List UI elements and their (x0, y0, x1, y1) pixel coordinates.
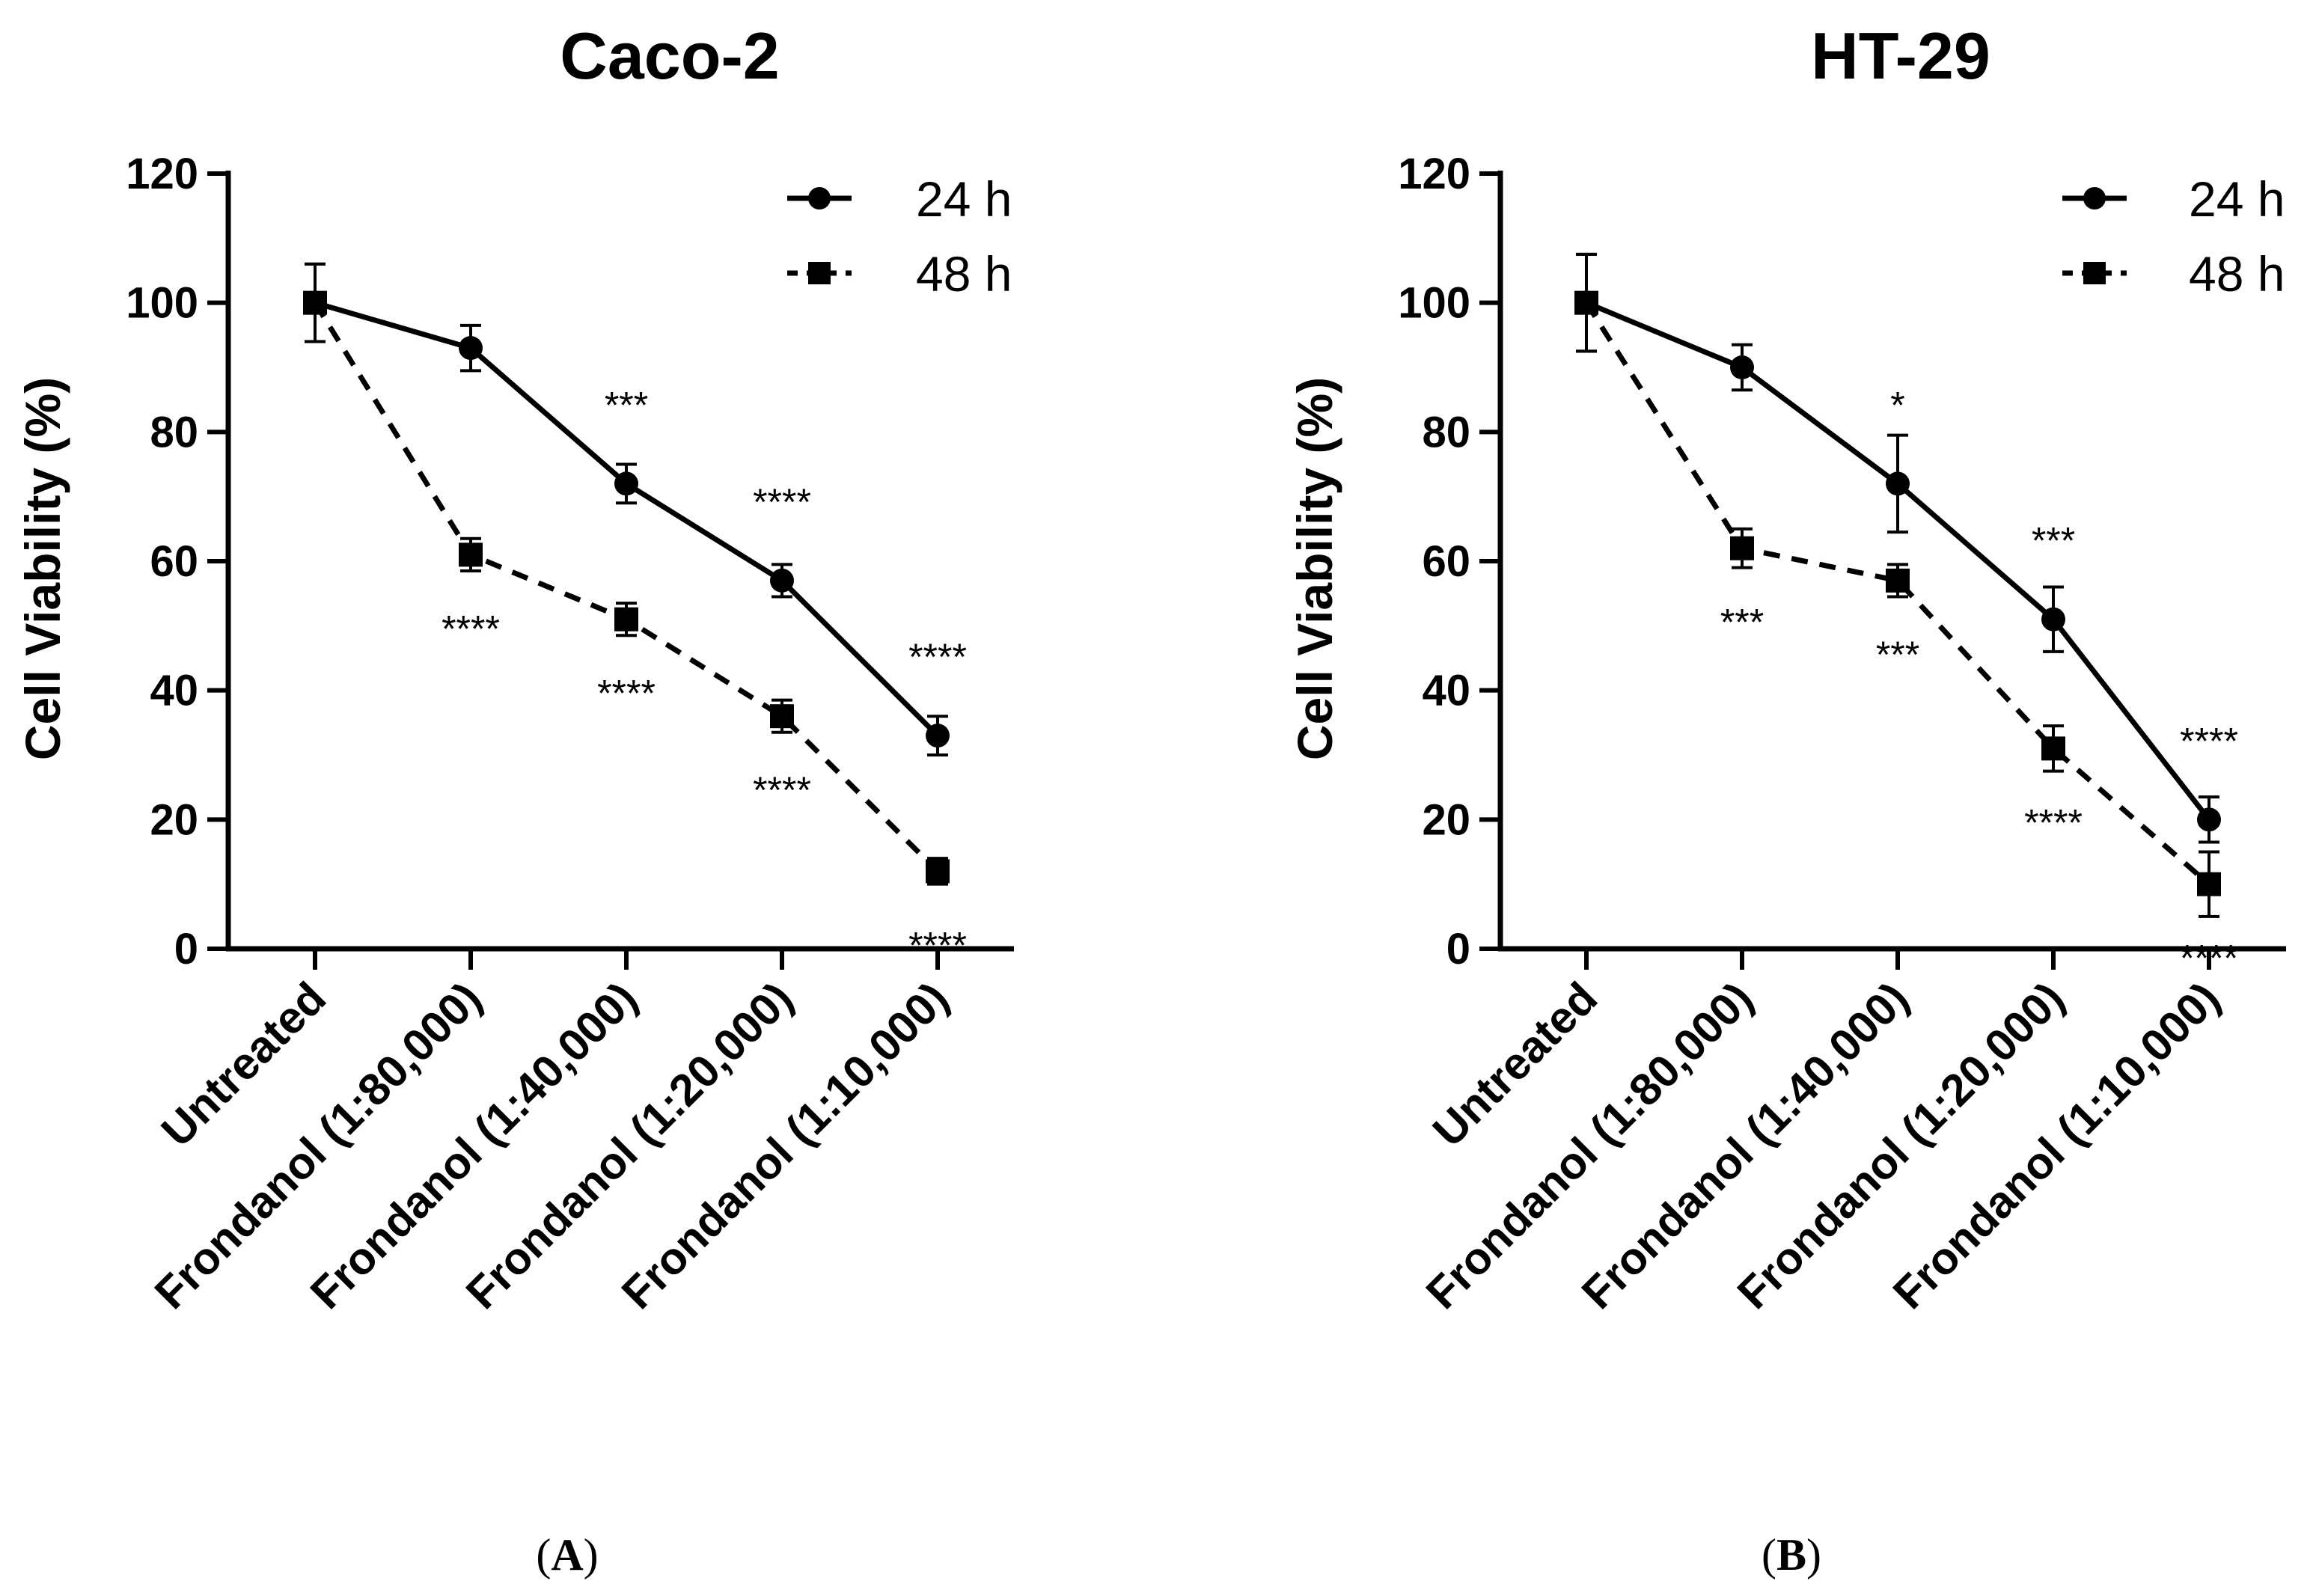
y-tick-label: 40 (1422, 667, 1470, 715)
y-tick-label: 80 (150, 408, 198, 456)
data-point-square (1730, 536, 1754, 560)
panel-label-b: (B) (1762, 1530, 1821, 1580)
significance-label: **** (597, 673, 656, 715)
data-point-square (1886, 568, 1910, 593)
data-point-square (2197, 872, 2221, 896)
data-point-square (2041, 736, 2065, 761)
y-tick-label: 20 (1422, 795, 1470, 844)
significance-label: *** (1720, 602, 1764, 643)
data-point-circle (2197, 807, 2221, 832)
y-axis-label: Cell Viability (%) (15, 377, 70, 760)
y-tick-label: 120 (1398, 150, 1470, 198)
significance-label: * (1890, 384, 1904, 426)
data-point-circle (926, 724, 950, 748)
data-point-circle (2041, 607, 2065, 632)
series-line-48h (1584, 301, 2211, 887)
legend-marker-circle (808, 187, 831, 210)
significance-label: **** (753, 481, 811, 523)
data-point-square (614, 607, 638, 632)
data-point-square (1574, 290, 1598, 315)
series-line-24h (314, 300, 940, 738)
y-tick-label: 100 (1398, 279, 1470, 328)
y-tick-label: 0 (1446, 925, 1470, 973)
y-tick-label: 40 (150, 667, 198, 715)
data-point-circle (1886, 471, 1910, 496)
significance-label: **** (753, 769, 811, 811)
significance-label: **** (2180, 938, 2238, 979)
series-line-24h (1585, 300, 2211, 822)
significance-label: *** (605, 384, 648, 426)
significance-label: *** (1876, 634, 1919, 676)
data-point-circle (614, 471, 638, 496)
panel-label-a: (A) (536, 1530, 598, 1580)
y-tick-label: 120 (126, 150, 198, 198)
significance-label: *** (2032, 520, 2075, 562)
legend-marker-square (808, 262, 831, 284)
legend-label: 24 h (916, 171, 1012, 227)
significance-label: **** (908, 636, 967, 678)
legend-marker-circle (2083, 187, 2106, 210)
data-point-square (926, 859, 950, 884)
y-tick-label: 20 (150, 795, 198, 844)
data-point-square (770, 704, 794, 729)
significance-label: **** (2180, 720, 2238, 762)
y-tick-label: 80 (1422, 408, 1470, 456)
significance-label: **** (442, 608, 500, 649)
data-point-square (303, 290, 327, 315)
legend-label: 24 h (2189, 171, 2285, 227)
legend-label: 48 h (916, 246, 1012, 302)
legend-marker-square (2083, 262, 2106, 284)
legend-label: 48 h (2189, 246, 2285, 302)
y-tick-label: 0 (174, 925, 198, 973)
y-axis-label: Cell Viability (%) (1287, 377, 1342, 760)
chart-title: Caco-2 (560, 19, 779, 93)
data-point-circle (1730, 355, 1754, 379)
significance-label: **** (2024, 801, 2083, 843)
data-point-circle (459, 336, 483, 361)
y-tick-label: 60 (1422, 537, 1470, 586)
data-point-square (459, 542, 483, 567)
data-point-circle (770, 568, 794, 593)
y-tick-label: 60 (150, 537, 198, 586)
y-tick-label: 100 (126, 279, 198, 328)
chart-title: HT-29 (1811, 19, 1990, 93)
significance-label: **** (908, 924, 967, 966)
